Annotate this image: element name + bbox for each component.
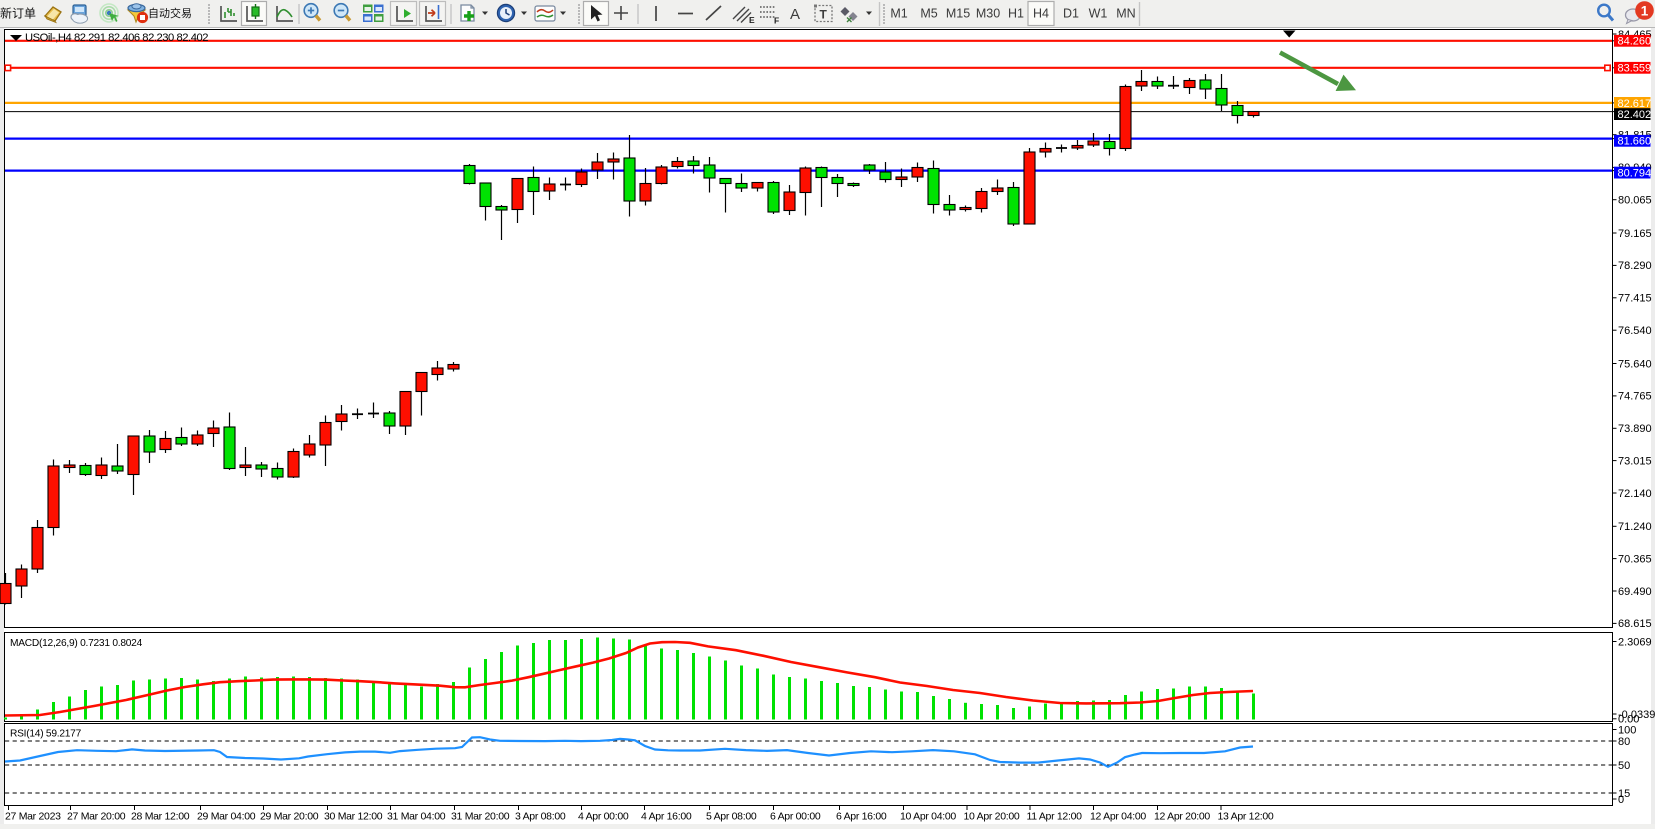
- svg-text:A: A: [790, 6, 800, 23]
- svg-text:28 Mar 12:00: 28 Mar 12:00: [131, 811, 190, 823]
- svg-text:M30: M30: [976, 7, 1000, 21]
- svg-text:F: F: [774, 16, 779, 26]
- svg-text:83.559: 83.559: [1618, 63, 1652, 75]
- svg-text:10 Apr 04:00: 10 Apr 04:00: [900, 811, 956, 823]
- svg-text:31 Mar 20:00: 31 Mar 20:00: [451, 811, 510, 823]
- svg-text:T: T: [820, 8, 828, 22]
- svg-text:82.402: 82.402: [1618, 109, 1652, 121]
- svg-text:6 Apr 00:00: 6 Apr 00:00: [770, 811, 821, 823]
- svg-text:0: 0: [1618, 794, 1624, 806]
- svg-text:71.240: 71.240: [1618, 521, 1652, 533]
- svg-text:5 Apr 08:00: 5 Apr 08:00: [706, 811, 757, 823]
- svg-text:29 Mar 20:00: 29 Mar 20:00: [260, 811, 319, 823]
- svg-text:D1: D1: [1063, 7, 1079, 21]
- svg-text:68.615: 68.615: [1618, 618, 1652, 630]
- svg-text:74.765: 74.765: [1618, 391, 1652, 403]
- svg-text:27 Mar 2023: 27 Mar 2023: [5, 811, 61, 823]
- svg-text:E: E: [749, 15, 755, 25]
- svg-text:13 Apr 12:00: 13 Apr 12:00: [1218, 811, 1274, 823]
- svg-text:-0.0339: -0.0339: [1618, 709, 1655, 721]
- svg-text:MN: MN: [1116, 7, 1135, 21]
- svg-text:30 Mar 12:00: 30 Mar 12:00: [324, 811, 383, 823]
- svg-text:新订单: 新订单: [0, 6, 36, 21]
- svg-text:73.890: 73.890: [1618, 423, 1652, 435]
- svg-text:RSI(14) 59.2177: RSI(14) 59.2177: [10, 729, 82, 740]
- svg-text:78.290: 78.290: [1618, 260, 1652, 272]
- svg-text:50: 50: [1618, 760, 1630, 772]
- svg-text:69.490: 69.490: [1618, 586, 1652, 598]
- svg-text:80.065: 80.065: [1618, 195, 1652, 207]
- svg-text:79.165: 79.165: [1618, 228, 1652, 240]
- svg-text:M1: M1: [890, 7, 907, 21]
- svg-text:USOil-,H4 82.291 82.406 82.23: USOil-,H4 82.291 82.406 82.230 82.402: [25, 32, 208, 44]
- svg-text:H4: H4: [1033, 7, 1049, 21]
- svg-text:29 Mar 04:00: 29 Mar 04:00: [197, 811, 256, 823]
- svg-text:27 Mar 20:00: 27 Mar 20:00: [67, 811, 126, 823]
- svg-text:4 Apr 00:00: 4 Apr 00:00: [578, 811, 629, 823]
- svg-text:77.415: 77.415: [1618, 293, 1652, 305]
- svg-text:76.540: 76.540: [1618, 325, 1652, 337]
- svg-text:100: 100: [1618, 724, 1636, 736]
- svg-text:81.660: 81.660: [1618, 136, 1652, 148]
- svg-text:73.015: 73.015: [1618, 455, 1652, 467]
- svg-text:82.617: 82.617: [1618, 98, 1652, 110]
- svg-text:11 Apr 12:00: 11 Apr 12:00: [1027, 811, 1083, 823]
- svg-text:H1: H1: [1008, 7, 1024, 21]
- svg-text:M5: M5: [920, 7, 937, 21]
- svg-text:W1: W1: [1089, 7, 1108, 21]
- svg-text:2.3069: 2.3069: [1618, 636, 1652, 648]
- svg-text:1: 1: [1641, 3, 1649, 18]
- svg-text:72.140: 72.140: [1618, 488, 1652, 500]
- svg-text:自动交易: 自动交易: [148, 6, 192, 20]
- svg-text:12 Apr 20:00: 12 Apr 20:00: [1154, 811, 1210, 823]
- svg-text:10 Apr 20:00: 10 Apr 20:00: [964, 811, 1020, 823]
- svg-text:31 Mar 04:00: 31 Mar 04:00: [387, 811, 446, 823]
- svg-text:84.260: 84.260: [1618, 36, 1652, 48]
- svg-text:4 Apr 16:00: 4 Apr 16:00: [641, 811, 692, 823]
- svg-text:80: 80: [1618, 736, 1630, 748]
- svg-text:0.00: 0.00: [1618, 714, 1639, 726]
- svg-text:M15: M15: [946, 7, 970, 21]
- svg-text:70.365: 70.365: [1618, 553, 1652, 565]
- svg-text:12 Apr 04:00: 12 Apr 04:00: [1090, 811, 1146, 823]
- svg-text:15: 15: [1618, 788, 1630, 800]
- svg-text:80.794: 80.794: [1618, 168, 1652, 180]
- svg-text:MACD(12,26,9) 0.7231 0.8024: MACD(12,26,9) 0.7231 0.8024: [10, 638, 143, 649]
- svg-text:75.640: 75.640: [1618, 358, 1652, 370]
- svg-text:3 Apr 08:00: 3 Apr 08:00: [515, 811, 566, 823]
- svg-text:6 Apr 16:00: 6 Apr 16:00: [836, 811, 887, 823]
